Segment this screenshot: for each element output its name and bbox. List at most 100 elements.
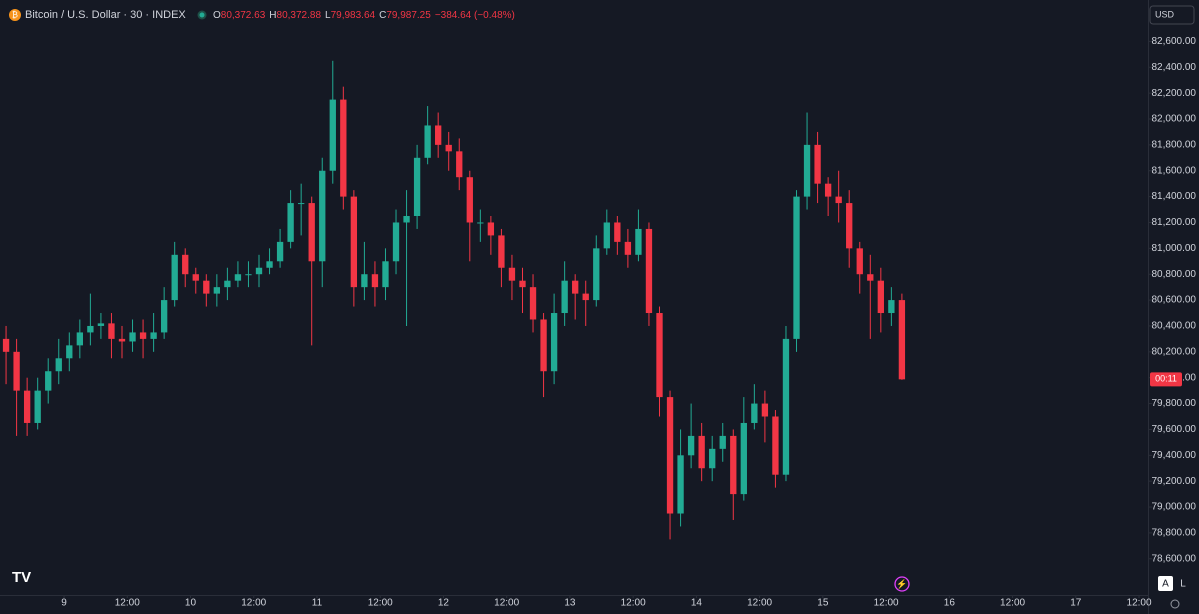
auto-button[interactable] [1158,576,1173,591]
symbol-title: Bitcoin / U.S. Dollar · 30 · INDEX [25,9,186,21]
x-tick-label: 12:00 [747,598,772,609]
candle-body [182,254,189,275]
candle-body [856,248,863,275]
candle-body [635,228,642,255]
candle-body [361,274,368,288]
candle-body [203,280,210,294]
candle-body [255,267,263,275]
candle-body [23,390,31,423]
x-tick-label: 11 [312,598,323,609]
candle-body [445,144,452,152]
candle-body [645,228,653,314]
candle-body [308,203,315,262]
alert-glyph[interactable]: ⚡ [896,578,907,590]
x-tick-label: 15 [817,598,829,609]
candle-body [319,170,326,262]
candle-body [76,332,83,346]
candle-body [751,403,758,423]
y-tick-label: 79,200.00 [1152,476,1197,487]
ohlc-key: H [269,10,276,21]
candle-body [487,222,495,236]
x-tick-label: 12:00 [115,598,140,609]
ohlc-value: 79,987.25 [386,10,431,21]
ohlc-value: 80,372.88 [277,10,322,21]
candle-body [287,203,294,242]
y-tick-label: 79,600.00 [1152,424,1197,435]
candle-body [456,151,463,178]
change: −384.64 (−0.48%) [435,10,515,21]
y-tick-label: 82,000.00 [1152,114,1197,125]
candle-body [55,358,62,372]
alert-icon[interactable] [894,576,910,592]
y-tick-label: 80,200.00 [1152,346,1197,357]
log-label[interactable]: L [1180,579,1186,590]
currency-button[interactable] [1149,5,1195,25]
y-tick-label: 79,800.00 [1152,398,1197,409]
y-tick-label: 81,800.00 [1152,140,1197,151]
y-tick-label: 80,800.00 [1152,269,1197,280]
y-tick-label: 81,200.00 [1152,217,1197,228]
x-tick-label: 12:00 [241,598,266,609]
settings-icon[interactable] [1170,599,1180,609]
candle-body [888,300,895,314]
candle-body [614,222,621,242]
candle-body [160,300,168,333]
candle-body [666,397,674,514]
candle-body [519,280,526,288]
x-tick-label: 14 [691,598,703,609]
candle-body [34,390,41,423]
candle-body [814,144,821,184]
y-tick-label: 80,400.00 [1152,321,1197,332]
candle-body [803,144,811,197]
y-tick-label: 81,000.00 [1152,243,1197,254]
candle-body [350,196,358,288]
candle-body [413,157,421,217]
y-tick-label: 81,600.00 [1152,165,1197,176]
candle-body [266,261,273,268]
candle-body [498,235,505,268]
candle-body [540,319,547,372]
candle-body [298,203,305,205]
x-tick-label: 17 [1070,598,1082,609]
candle-body [129,332,136,342]
candle-body [561,280,568,314]
candle-body [898,300,906,380]
candle-body [772,416,779,475]
candle-body [761,403,769,417]
x-tick-label: 16 [944,598,956,609]
candle-body [466,177,473,223]
y-tick-label: 79,000.00 [1152,502,1197,513]
y-tick-label: 80,600.00 [1152,295,1197,306]
auto-label[interactable]: A [1162,579,1169,590]
x-tick-label: 12:00 [621,598,646,609]
candle-body [730,435,737,495]
y-tick-label: 82,400.00 [1152,62,1197,73]
candle-body [677,455,684,514]
candle-body [403,216,410,223]
candle-body [867,274,874,281]
y-tick-label: 78,800.00 [1152,528,1197,539]
symbol-logo [9,9,21,21]
currency-label[interactable]: USD [1155,9,1175,19]
candle-body [709,448,716,469]
x-tick-label: 9 [61,598,67,609]
ohlc-key: L [325,10,331,21]
candle-body [572,280,579,294]
candle-body [508,267,516,281]
y-tick-label: 79,400.00 [1152,450,1197,461]
y-tick-label: 78,600.00 [1152,553,1197,564]
ohlc-legend: O80,372.63 H80,372.88 L79,983.64 C79,987.25… [213,10,515,21]
candle-body [529,287,537,320]
candle-body [424,125,431,158]
tv-logo[interactable]: TV [12,569,31,586]
ohlc-key: O [213,10,221,21]
candle-body [213,287,221,294]
candle-body [593,248,600,301]
candle-body [150,332,157,339]
x-tick-label: 12:00 [494,598,519,609]
ohlc-value: 80,372.63 [221,10,266,21]
candle-body [340,99,347,197]
